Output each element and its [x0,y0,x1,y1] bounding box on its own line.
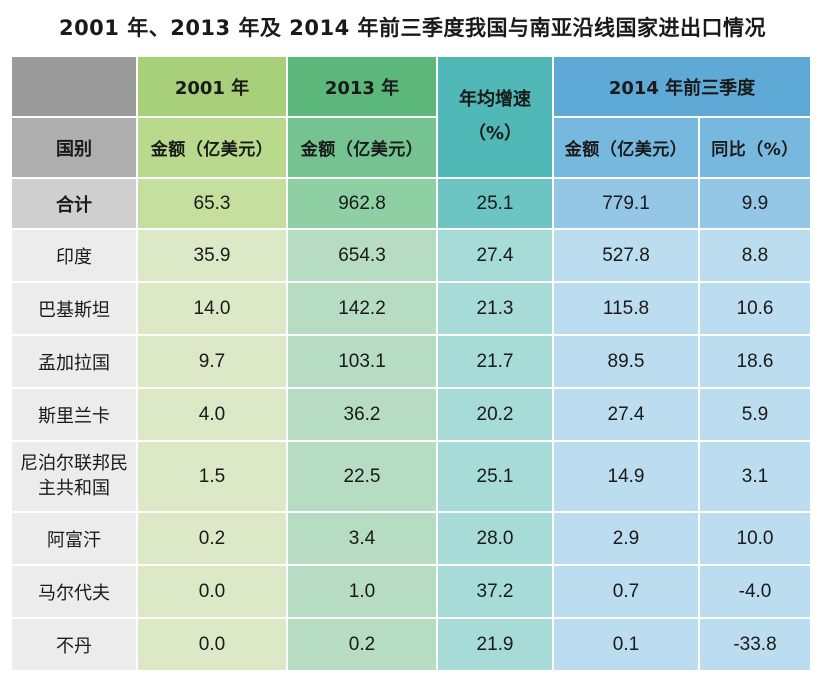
header-country: 国别 [12,118,136,177]
value-2013-cell: 103.1 [288,336,436,387]
header-row-1: 2001 年 2013 年 年均增速 （%） 2014 年前三季度 [12,57,810,177]
yoy-cell: 10.0 [700,513,810,564]
value-2013-cell: 0.2 [288,619,436,670]
total-row: 合计 65.3 962.8 25.1 779.1 9.9 [12,179,810,228]
table-row: 印度 35.9 654.3 27.4 527.8 8.8 [12,230,810,281]
value-2001-cell: 1.5 [138,442,286,511]
value-2014-cell: 0.1 [554,619,698,670]
country-cell: 尼泊尔联邦民 主共和国 [12,442,136,511]
country-cell: 斯里兰卡 [12,389,136,440]
value-2001-cell: 9.7 [138,336,286,387]
yoy-cell: -4.0 [700,566,810,617]
value-2001-cell: 4.0 [138,389,286,440]
growth-cell: 21.9 [438,619,552,670]
header-2013: 2013 年 [288,57,436,116]
value-2013-cell: 3.4 [288,513,436,564]
total-2001: 65.3 [138,179,286,228]
value-2001-cell: 0.2 [138,513,286,564]
table-row: 尼泊尔联邦民 主共和国 1.5 22.5 25.1 14.9 3.1 [12,442,810,511]
value-2001-cell: 0.0 [138,619,286,670]
header-growth-unit: （%） [467,123,523,144]
header-yoy: 同比（%） [700,118,810,177]
value-2014-cell: 27.4 [554,389,698,440]
value-2013-cell: 654.3 [288,230,436,281]
total-growth: 25.1 [438,179,552,228]
value-2014-cell: 527.8 [554,230,698,281]
header-2001: 2001 年 [138,57,286,116]
value-2014-cell: 115.8 [554,283,698,334]
growth-cell: 27.4 [438,230,552,281]
value-2014-cell: 14.9 [554,442,698,511]
header-blank-cell [12,57,136,116]
yoy-cell: -33.8 [700,619,810,670]
total-label: 合计 [12,179,136,228]
growth-cell: 20.2 [438,389,552,440]
header-growth-label: 年均增速 [459,88,531,110]
value-2013-cell: 1.0 [288,566,436,617]
value-2014-cell: 89.5 [554,336,698,387]
country-cell: 不丹 [12,619,136,670]
table-row: 孟加拉国 9.7 103.1 21.7 89.5 18.6 [12,336,810,387]
yoy-cell: 8.8 [700,230,810,281]
value-2013-cell: 142.2 [288,283,436,334]
value-2013-cell: 22.5 [288,442,436,511]
header-amount-2001: 金额（亿美元） [138,118,286,177]
total-yoy: 9.9 [700,179,810,228]
growth-cell: 25.1 [438,442,552,511]
header-row-2: 国别 金额（亿美元） 金额（亿美元） 金额（亿美元） 同比（%） [12,118,810,177]
country-cell: 巴基斯坦 [12,283,136,334]
table-row: 斯里兰卡 4.0 36.2 20.2 27.4 5.9 [12,389,810,440]
value-2013-cell: 36.2 [288,389,436,440]
growth-cell: 28.0 [438,513,552,564]
header-2014-q3: 2014 年前三季度 [554,57,810,116]
table-row: 阿富汗 0.2 3.4 28.0 2.9 10.0 [12,513,810,564]
page-title: 2001 年、2013 年及 2014 年前三季度我国与南亚沿线国家进出口情况 [58,16,767,40]
country-cell: 阿富汗 [12,513,136,564]
header-amount-2013: 金额（亿美元） [288,118,436,177]
table-row: 不丹 0.0 0.2 21.9 0.1 -33.8 [12,619,810,670]
table-row: 马尔代夫 0.0 1.0 37.2 0.7 -4.0 [12,566,810,617]
value-2001-cell: 14.0 [138,283,286,334]
growth-cell: 37.2 [438,566,552,617]
country-cell: 马尔代夫 [12,566,136,617]
yoy-cell: 5.9 [700,389,810,440]
value-2014-cell: 0.7 [554,566,698,617]
value-2014-cell: 2.9 [554,513,698,564]
table-row: 巴基斯坦 14.0 142.2 21.3 115.8 10.6 [12,283,810,334]
growth-cell: 21.3 [438,283,552,334]
total-2013: 962.8 [288,179,436,228]
growth-cell: 21.7 [438,336,552,387]
header-amount-2014: 金额（亿美元） [554,118,698,177]
yoy-cell: 18.6 [700,336,810,387]
country-cell: 印度 [12,230,136,281]
yoy-cell: 3.1 [700,442,810,511]
value-2001-cell: 35.9 [138,230,286,281]
trade-table: 2001 年 2013 年 年均增速 （%） 2014 年前三季度 国别 金额（… [10,55,812,672]
total-2014: 779.1 [554,179,698,228]
country-cell: 孟加拉国 [12,336,136,387]
header-growth: 年均增速 （%） [438,57,552,177]
yoy-cell: 10.6 [700,283,810,334]
value-2001-cell: 0.0 [138,566,286,617]
